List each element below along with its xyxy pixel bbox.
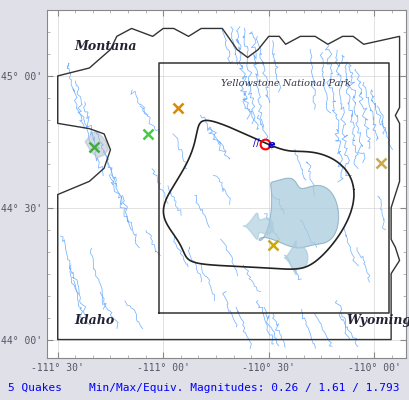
Polygon shape — [284, 241, 307, 275]
Polygon shape — [258, 178, 338, 248]
Text: Idaho: Idaho — [74, 314, 115, 327]
Text: Wyoming: Wyoming — [346, 314, 409, 327]
Text: e: e — [267, 140, 274, 150]
Polygon shape — [85, 131, 108, 158]
Text: Montana: Montana — [74, 40, 137, 52]
Polygon shape — [243, 213, 272, 239]
Text: 5 Quakes    Min/Max/Equiv. Magnitudes: 0.26 / 1.61 / 1.793: 5 Quakes Min/Max/Equiv. Magnitudes: 0.26… — [8, 383, 399, 393]
Text: Yellowstone National Park: Yellowstone National Park — [220, 80, 350, 88]
Text: //: // — [252, 138, 259, 148]
